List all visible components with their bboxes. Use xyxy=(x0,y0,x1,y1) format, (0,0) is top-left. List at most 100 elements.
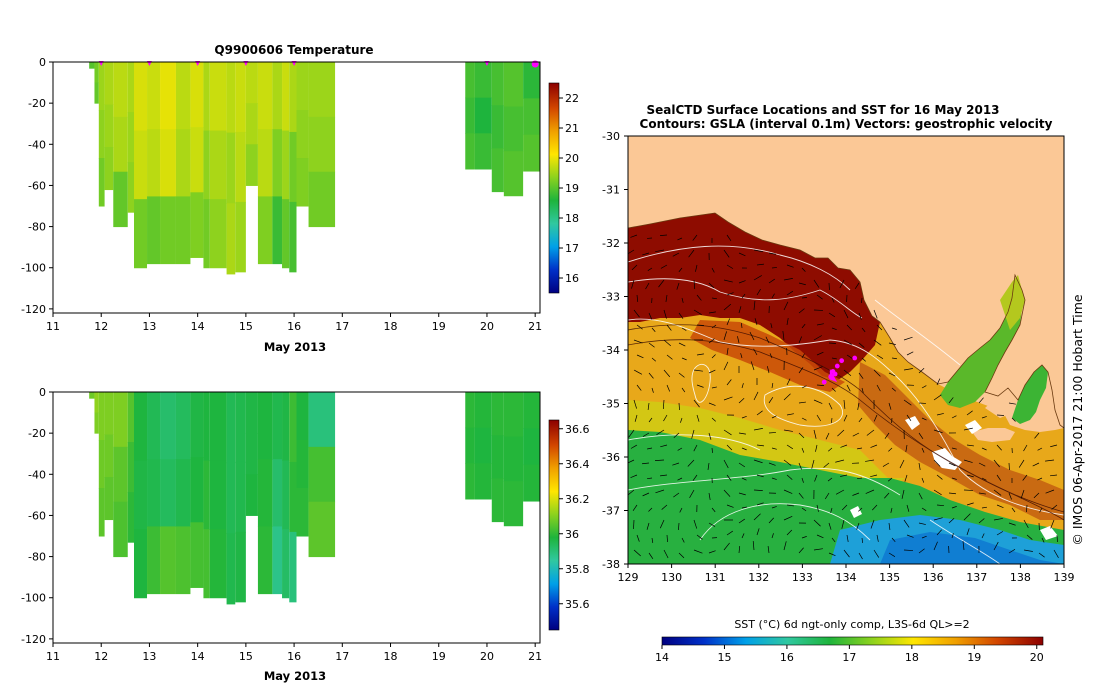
longitude-tick-label: 139 xyxy=(1054,571,1075,584)
profile-cell xyxy=(175,392,191,460)
y-tick-label: -80 xyxy=(28,221,46,234)
longitude-tick-label: 133 xyxy=(792,571,813,584)
velocity-vector xyxy=(681,357,687,361)
velocity-vector xyxy=(648,312,653,320)
velocity-vector xyxy=(636,294,639,302)
profile-cell xyxy=(245,144,258,186)
velocity-vector xyxy=(741,447,747,451)
x-tick-label: 11 xyxy=(46,650,60,663)
velocity-vector xyxy=(676,282,680,290)
profile-cell xyxy=(272,459,283,527)
velocity-vector xyxy=(756,444,764,447)
salinity-profile-cells xyxy=(89,392,540,605)
coastline xyxy=(628,212,1064,429)
velocity-vector xyxy=(633,399,637,409)
profile-cell xyxy=(98,110,105,159)
velocity-vector xyxy=(665,294,668,302)
velocity-vector xyxy=(672,252,680,257)
y-tick-label: -120 xyxy=(21,633,46,646)
velocity-vector xyxy=(825,432,830,440)
velocity-vector xyxy=(846,324,853,331)
velocity-vector xyxy=(786,378,791,386)
gulf-warm-region xyxy=(858,362,1064,520)
profile-cell xyxy=(104,147,114,191)
latitude-tick-label: -35 xyxy=(602,398,620,411)
velocity-vector xyxy=(663,339,672,347)
velocity-vector xyxy=(1045,489,1055,494)
velocity-vector xyxy=(630,444,638,449)
longitude-tick-label: 131 xyxy=(705,571,726,584)
profile-cell xyxy=(104,62,114,106)
velocity-vector xyxy=(918,432,924,439)
velocity-vector xyxy=(741,477,747,481)
velocity-vector xyxy=(660,264,668,269)
velocity-vector xyxy=(903,336,913,341)
colorbar-tick-label: 17 xyxy=(565,242,579,255)
velocity-vector xyxy=(1034,432,1040,439)
sst-colorbar-ticks: 14 15 16 17 18 19 20 xyxy=(655,645,1044,664)
x-tick-label: 19 xyxy=(432,650,446,663)
velocity-vector xyxy=(738,280,746,284)
colorbar-tick-label: 36 xyxy=(565,528,579,541)
profile-cell xyxy=(98,62,105,111)
temperature-chart-title: Q9900606 Temperature xyxy=(214,43,373,57)
velocity-vector xyxy=(966,502,974,506)
profile-cell xyxy=(190,62,204,128)
sst-colorbar-tick-label: 18 xyxy=(905,651,919,664)
velocity-vector xyxy=(711,447,713,454)
velocity-vector xyxy=(655,249,665,253)
profile-cell xyxy=(503,151,524,197)
latitude-tick-label: -36 xyxy=(602,451,620,464)
profile-cell xyxy=(465,133,475,170)
velocity-vector xyxy=(1041,537,1045,543)
velocity-vector xyxy=(891,387,896,392)
velocity-vector xyxy=(828,522,832,530)
velocity-vector xyxy=(841,504,848,511)
velocity-vector xyxy=(756,263,764,266)
velocity-vector xyxy=(647,402,650,410)
velocity-vector xyxy=(993,459,1000,468)
velocity-vector xyxy=(1050,474,1058,477)
velocity-vector xyxy=(816,534,824,539)
velocity-vector xyxy=(708,369,716,374)
profile-cell xyxy=(203,460,210,530)
profile-cell xyxy=(160,129,176,197)
velocity-vector xyxy=(723,489,731,497)
profile-cell xyxy=(104,477,114,521)
velocity-vector xyxy=(903,368,913,371)
velocity-vector xyxy=(801,417,807,421)
velocity-vector xyxy=(673,432,680,438)
velocity-vector xyxy=(786,413,794,416)
seal-location-point xyxy=(821,379,827,385)
velocity-vector xyxy=(888,522,891,530)
profile-cell xyxy=(104,392,114,436)
velocity-vector xyxy=(981,416,987,419)
velocity-vector xyxy=(711,386,717,389)
velocity-vector xyxy=(1037,477,1043,481)
velocity-vector xyxy=(873,339,882,346)
profile-cell xyxy=(98,392,105,441)
velocity-vector xyxy=(966,444,974,447)
velocity-vector xyxy=(816,323,824,326)
sst-colorbar-tick-label: 14 xyxy=(655,651,669,664)
velocity-vector xyxy=(691,429,695,439)
profile-cell xyxy=(113,392,128,448)
velocity-vector xyxy=(786,318,789,326)
velocity-vector xyxy=(771,415,777,419)
velocity-vector xyxy=(846,354,854,360)
longitude-tick-label: 138 xyxy=(1010,571,1031,584)
profile-cell xyxy=(147,196,161,265)
velocity-vector xyxy=(814,474,818,482)
velocity-vector xyxy=(978,462,986,467)
profile-cell xyxy=(296,488,309,537)
velocity-vector xyxy=(816,384,825,386)
velocity-vector xyxy=(871,504,878,511)
velocity-vector xyxy=(963,459,973,463)
velocity-vector xyxy=(887,477,893,482)
velocity-vector xyxy=(768,278,776,284)
velocity-vector xyxy=(918,522,926,525)
profile-cell xyxy=(282,460,290,530)
velocity-vector xyxy=(783,301,789,311)
profile-cell xyxy=(474,427,492,464)
profile-cell xyxy=(104,104,114,148)
